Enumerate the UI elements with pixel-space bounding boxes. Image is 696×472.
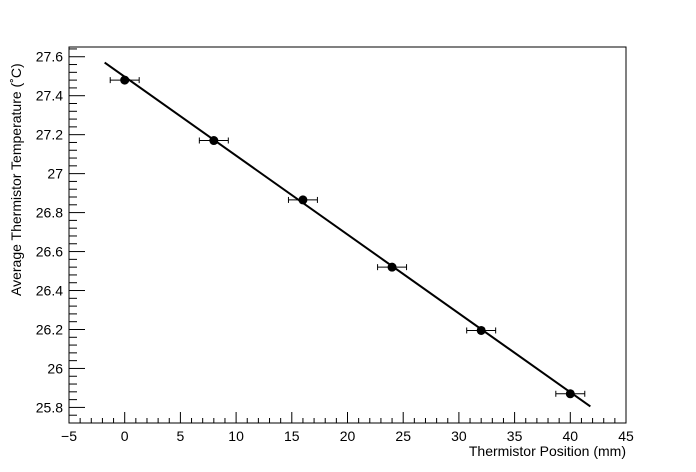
x-tick-label: 5 (177, 428, 185, 444)
data-points (109, 75, 586, 399)
y-tick-label: 26.6 (36, 244, 63, 260)
x-axis-tick-labels: −5 0 5 10 15 20 25 30 35 40 45 (61, 428, 634, 444)
data-point (377, 262, 408, 272)
y-tick-label: 27.6 (36, 49, 63, 65)
y-tick-label: 27 (47, 166, 63, 182)
x-tick-label: 15 (284, 428, 300, 444)
point-marker (209, 136, 219, 146)
x-tick-label: 10 (228, 428, 244, 444)
data-point (555, 389, 586, 399)
x-tick-label: −5 (61, 428, 77, 444)
x-tick-label: 30 (451, 428, 467, 444)
y-tick-label: 26.2 (36, 321, 63, 337)
data-point (198, 136, 229, 146)
data-point (287, 195, 318, 205)
point-marker (476, 325, 486, 335)
x-axis-title: Thermistor Position (mm) (469, 443, 626, 459)
x-tick-label: 0 (121, 428, 129, 444)
x-tick-label: 40 (563, 428, 579, 444)
y-axis-title: Average Thermistor Temperature (˚C) (8, 63, 24, 296)
y-tick-label: 25.8 (36, 399, 63, 415)
x-tick-label: 20 (340, 428, 356, 444)
x-axis-ticks (68, 412, 627, 423)
x-tick-label: 25 (395, 428, 411, 444)
y-tick-label: 26 (47, 360, 63, 376)
point-marker (298, 195, 308, 205)
fit-line (104, 61, 591, 408)
y-tick-label: 26.4 (36, 283, 63, 299)
y-axis-ticks (69, 48, 85, 424)
y-tick-label: 27.4 (36, 88, 63, 104)
y-tick-label: 26.8 (36, 205, 63, 221)
point-marker (387, 262, 397, 272)
fit-line-group (104, 61, 591, 408)
y-tick-label: 27.2 (36, 127, 63, 143)
x-tick-label: 45 (618, 428, 634, 444)
x-tick-label: 35 (507, 428, 523, 444)
point-marker (120, 75, 130, 85)
data-point (109, 75, 140, 85)
y-axis-tick-labels: 25.8 26 26.2 26.4 26.6 26.8 27 27.2 27.4 27.6 (36, 49, 63, 416)
point-marker (565, 389, 575, 399)
data-point (466, 325, 497, 335)
